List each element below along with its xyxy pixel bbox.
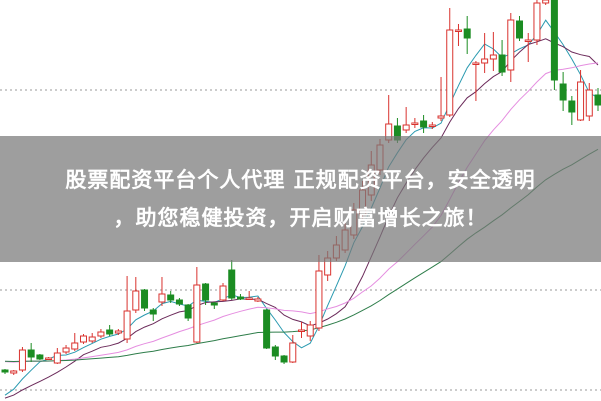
candle-body [219, 285, 227, 301]
candle-body [141, 289, 149, 309]
candle-body [454, 29, 462, 32]
candle-body [167, 294, 175, 301]
candle-body [193, 284, 201, 343]
candle-body [568, 100, 576, 113]
candle-body [254, 298, 262, 302]
candle-body [411, 122, 419, 125]
moving-average-line [4, 62, 599, 363]
candle-body [550, 0, 558, 81]
candle-body [236, 296, 244, 300]
banner-line-2: ，助您稳健投资，开启财富增长之旅！ [113, 206, 488, 230]
candle-body [498, 54, 506, 73]
candle-body [507, 19, 515, 71]
candle-body [45, 357, 53, 360]
candle-body [202, 283, 210, 301]
candle-body [106, 329, 114, 335]
candle-body [123, 310, 131, 340]
candle-body [245, 297, 253, 300]
candle-body [577, 81, 585, 121]
candle-body [271, 346, 279, 357]
candle-body [306, 324, 314, 337]
candle-body [524, 39, 532, 42]
candle-body [27, 349, 35, 358]
candle-body [481, 58, 489, 64]
candle-body [585, 89, 593, 117]
candle-body [315, 270, 323, 329]
candle-body [559, 83, 567, 101]
candle-body [472, 62, 480, 65]
candle-body [158, 293, 166, 303]
candle-body [18, 349, 26, 371]
candle-body [36, 354, 44, 360]
candle-body [53, 352, 61, 364]
candle-body [114, 330, 122, 334]
candle-body [210, 302, 218, 306]
candle-body [420, 120, 428, 128]
candle-body [71, 342, 79, 350]
banner-line-1: 股票配资平台个人代理 正规配资平台，安全透明 [65, 168, 536, 192]
candle-body [402, 124, 410, 131]
candle-body [97, 331, 105, 337]
candle-body [446, 29, 454, 116]
candle-body [533, 2, 541, 41]
candle-body [594, 94, 601, 106]
candle-body [542, 0, 550, 4]
moving-average-line [4, 38, 599, 399]
candle-body [428, 124, 436, 127]
candle-body [79, 335, 87, 343]
promo-banner: 股票配资平台个人代理 正规配资平台，安全透明 ，助您稳健投资，开启财富增长之旅！ [0, 136, 601, 262]
candle-body [289, 342, 297, 363]
candle-body [149, 309, 157, 315]
candle-body [132, 290, 140, 311]
candle-body [88, 336, 96, 342]
candle-body [263, 309, 271, 349]
candle-body [228, 269, 236, 299]
candle-body [62, 347, 70, 353]
candle-body [175, 299, 183, 305]
candle-body [463, 28, 471, 39]
candle-body [1, 369, 9, 373]
candle-body [437, 115, 445, 119]
candle-body [489, 54, 497, 60]
candle-body [184, 304, 192, 319]
candle-body [298, 329, 305, 332]
candle-body [516, 20, 524, 39]
candle-body [280, 355, 288, 363]
candle-body [10, 370, 18, 374]
